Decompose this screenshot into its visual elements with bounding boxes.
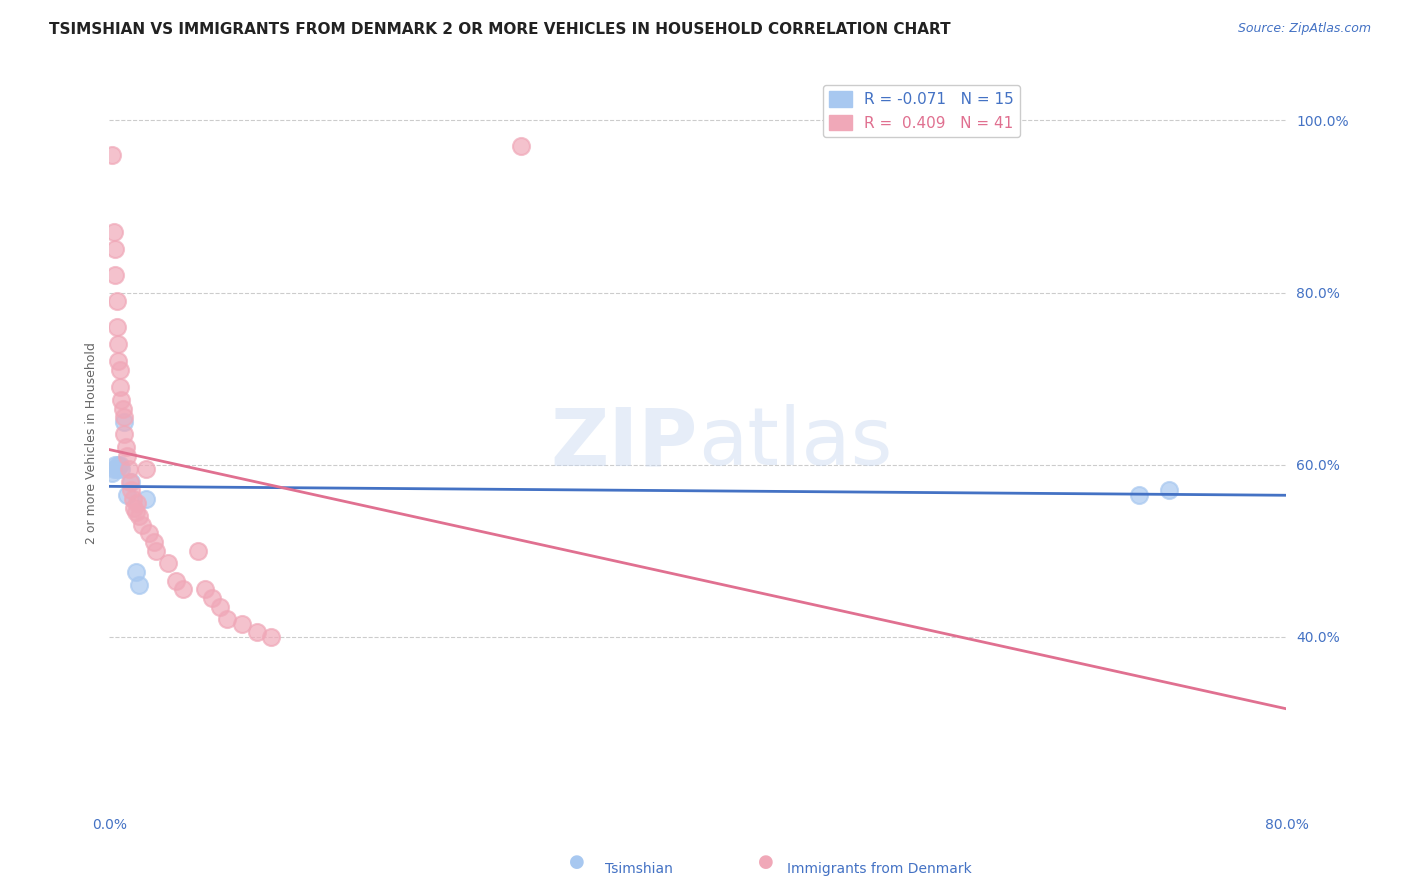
Point: [107, 354, 129, 368]
Text: TSIMSHIAN VS IMMIGRANTS FROM DENMARK 2 OR MORE VEHICLES IN HOUSEHOLD CORRELATION: TSIMSHIAN VS IMMIGRANTS FROM DENMARK 2 O…: [49, 22, 950, 37]
Point: [108, 380, 131, 394]
Point: [208, 599, 231, 614]
Point: [104, 458, 127, 472]
Point: [105, 294, 128, 309]
Point: [110, 392, 132, 407]
Text: ZIP: ZIP: [551, 404, 697, 482]
Point: [111, 401, 134, 416]
Point: [121, 475, 143, 489]
Y-axis label: 2 or more Vehicles in Household: 2 or more Vehicles in Household: [86, 343, 98, 544]
Point: [122, 491, 145, 506]
Point: [157, 557, 180, 571]
Point: [138, 526, 160, 541]
Point: [217, 612, 239, 626]
Point: [117, 462, 139, 476]
Point: [114, 441, 136, 455]
Point: [103, 462, 125, 476]
Point: [107, 458, 129, 472]
Point: [105, 462, 128, 476]
Point: [104, 243, 127, 257]
Legend: R = -0.071   N = 15, R =  0.409   N = 41: R = -0.071 N = 15, R = 0.409 N = 41: [823, 85, 1019, 136]
Text: Tsimshian: Tsimshian: [605, 862, 672, 876]
Text: ●: ●: [758, 854, 775, 871]
Point: [125, 565, 148, 579]
Point: [1157, 483, 1180, 498]
Point: [201, 591, 224, 605]
Point: [112, 415, 135, 429]
Point: [127, 496, 149, 510]
Point: [115, 488, 138, 502]
Point: [231, 616, 253, 631]
Point: [135, 462, 157, 476]
Point: [101, 148, 124, 162]
Point: [115, 449, 138, 463]
Point: [107, 337, 129, 351]
Point: [104, 268, 127, 283]
Point: [135, 491, 157, 506]
Point: [103, 225, 125, 239]
Point: [112, 410, 135, 425]
Point: [187, 543, 209, 558]
Point: [108, 363, 131, 377]
Point: [118, 475, 141, 489]
Text: Immigrants from Denmark: Immigrants from Denmark: [787, 862, 972, 876]
Point: [194, 582, 217, 597]
Point: [165, 574, 187, 588]
Point: [510, 139, 533, 153]
Point: [108, 458, 131, 472]
Point: [125, 505, 148, 519]
Point: [110, 462, 132, 476]
Point: [124, 500, 146, 515]
Point: [145, 543, 167, 558]
Point: [128, 578, 150, 592]
Point: [260, 630, 283, 644]
Point: [131, 517, 153, 532]
Text: Source: ZipAtlas.com: Source: ZipAtlas.com: [1237, 22, 1371, 36]
Point: [245, 625, 267, 640]
Point: [128, 509, 150, 524]
Text: ●: ●: [568, 854, 585, 871]
Point: [142, 535, 165, 549]
Point: [101, 466, 124, 480]
Point: [112, 427, 135, 442]
Text: atlas: atlas: [697, 404, 893, 482]
Point: [172, 582, 194, 597]
Point: [105, 320, 128, 334]
Point: [121, 483, 143, 498]
Point: [1128, 488, 1150, 502]
